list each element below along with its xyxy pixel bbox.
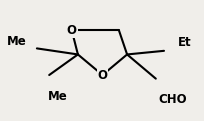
- Text: Me: Me: [7, 35, 26, 48]
- Text: O: O: [67, 24, 76, 37]
- Text: O: O: [97, 68, 107, 82]
- Text: Me: Me: [47, 90, 67, 103]
- Text: CHO: CHO: [157, 93, 186, 106]
- Text: Et: Et: [177, 36, 190, 49]
